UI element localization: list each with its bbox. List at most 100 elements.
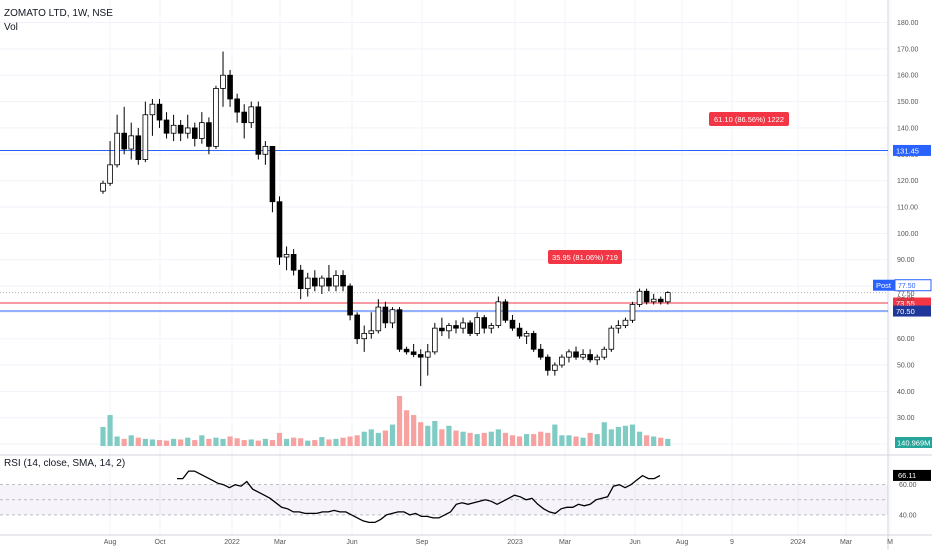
candle-body [657, 298, 664, 303]
time-tick-label: Jun [629, 539, 640, 546]
volume-bar [368, 429, 374, 446]
volume-bar [552, 424, 558, 446]
candle-body [453, 325, 459, 329]
volume-bar [474, 434, 480, 446]
candle-body [481, 317, 488, 329]
price-tick-label: 60.00 [897, 336, 915, 343]
volume-bar [326, 439, 332, 446]
volume-bar [403, 410, 410, 446]
volume-bars [100, 396, 671, 446]
candle-body [615, 325, 622, 329]
volume-bar [305, 440, 311, 446]
candle-body [184, 127, 191, 134]
candle-body [100, 182, 106, 192]
candle-body [396, 309, 403, 350]
candle-body [424, 351, 431, 358]
time-tick-label: Mar [840, 539, 853, 546]
volume-bar [651, 436, 657, 446]
price-tick-label: 150.00 [897, 99, 919, 106]
price-axis[interactable]: 180.00170.00160.00150.00140.00130.00120.… [873, 20, 932, 519]
candle-body [622, 319, 629, 326]
candle-body [516, 327, 523, 337]
volume-bar [156, 440, 163, 446]
candle-body [566, 351, 572, 358]
volume-bar [340, 437, 346, 446]
candle-body [410, 351, 417, 355]
candle-body [389, 309, 396, 324]
candle-body [255, 106, 262, 155]
volume-bar [538, 431, 544, 446]
volume-bar [100, 426, 106, 446]
volume-bar [502, 432, 509, 446]
candle-body [403, 348, 410, 353]
volume-bar [121, 438, 127, 446]
volume-bar [276, 432, 283, 446]
rsi-value-tag: 66.11 [898, 471, 916, 480]
candle-body [544, 356, 551, 371]
candle-body [283, 253, 290, 258]
time-tick-label: Sep [416, 539, 429, 546]
volume-tag-bg [895, 437, 932, 448]
candle-body [530, 333, 537, 350]
volume-tag: 140.969M [897, 439, 930, 448]
volume-bar [347, 436, 353, 446]
candle-body [643, 290, 650, 303]
candle-body [665, 292, 671, 303]
time-tick-label: Jun [346, 539, 357, 546]
candle-body [587, 354, 593, 361]
candle-body [552, 364, 558, 371]
rsi-value-bg [893, 469, 931, 481]
level-low-tag-bg [893, 305, 931, 317]
volume-bar [298, 438, 304, 446]
time-tick-label: Aug [104, 539, 117, 546]
candle-body [523, 333, 530, 337]
volume-bar [516, 436, 523, 446]
measurement-label: 61.10 (86.56%) 1222 [714, 115, 784, 124]
candle-body [467, 322, 473, 334]
candle-body [114, 132, 120, 166]
symbol-title[interactable]: ZOMATO LTD, 1W, NSE [4, 8, 113, 19]
price-tick-label: 100.00 [897, 231, 919, 238]
candles[interactable] [100, 51, 671, 387]
volume-bar [319, 437, 325, 446]
volume-bar [524, 434, 530, 446]
level-low-tag: 70.50 [896, 307, 915, 316]
candle-body [474, 317, 480, 334]
volume-bar [192, 440, 198, 446]
price-tick-label: 120.00 [897, 178, 919, 185]
volume-bar [283, 438, 290, 446]
level-red-tag-bg [893, 297, 931, 309]
candle-body [199, 122, 205, 139]
rsi-label[interactable]: RSI (14, close, SMA, 14, 2) [4, 458, 126, 469]
candle-body [361, 333, 368, 340]
volume-bar [185, 437, 191, 446]
volume-bar [601, 422, 607, 446]
price-tick-label: 110.00 [897, 204, 918, 211]
candle-body [128, 135, 135, 150]
volume-bar [312, 440, 318, 446]
time-axis[interactable]: Aug Oct 2022 Mar Jun Sep 2023 Mar Jun Aug 9 2024 Mar… [104, 539, 893, 546]
volume-bar [333, 438, 339, 446]
volume-bar [291, 437, 297, 446]
volume-bar [178, 439, 184, 446]
candle-body [636, 290, 643, 305]
price-tick-label: 50.00 [897, 363, 915, 370]
candle-body [446, 325, 452, 332]
candle-body [227, 74, 233, 100]
time-tick-label: 2024 [790, 539, 806, 546]
volume-label[interactable]: Vol [4, 22, 18, 33]
volume-bar [665, 438, 671, 446]
volume-bar [418, 422, 424, 446]
candle-body [650, 298, 657, 303]
volume-bar [220, 438, 226, 446]
rsi-panel [0, 470, 888, 524]
candle-body [297, 269, 304, 290]
candle-body [135, 135, 142, 160]
volume-bar [573, 436, 579, 446]
candle-body [220, 74, 226, 89]
candle-body [629, 304, 636, 321]
rsi-line [177, 470, 661, 524]
volume-bar [580, 437, 586, 446]
measurements[interactable]: 61.10 (86.56%) 1222 35.95 (81.06%) 719 [548, 112, 789, 264]
